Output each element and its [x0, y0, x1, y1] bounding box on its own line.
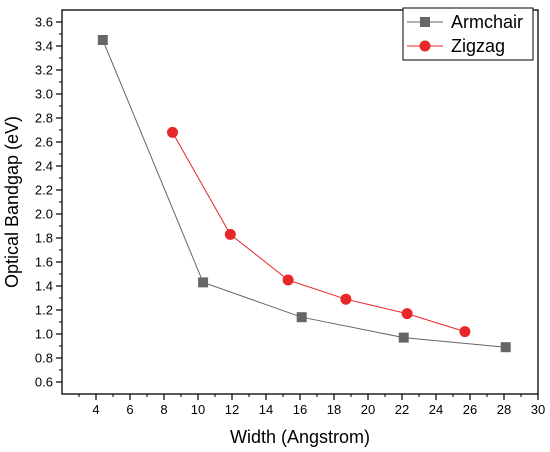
- x-tick-label: 6: [126, 402, 133, 417]
- data-point-armchair: [500, 342, 511, 353]
- y-tick-label: 1.0: [35, 327, 53, 342]
- data-point-zigzag: [340, 293, 352, 305]
- y-tick-label: 3.0: [35, 87, 53, 102]
- data-point-armchair: [398, 332, 409, 343]
- y-axis: 0.6 0.8 1.0 1.2 1.4 1.6 1.8 2.0 2.2 2.4 2.6 2.8 3.0 3…: [35, 15, 62, 390]
- x-tick-label: 22: [395, 402, 409, 417]
- legend-armchair-label: Armchair: [451, 12, 523, 32]
- y-tick-label: 3.6: [35, 15, 53, 30]
- data-point-zigzag: [401, 308, 413, 320]
- x-tick-label: 10: [191, 402, 205, 417]
- x-tick-label: 12: [225, 402, 239, 417]
- data-point-armchair: [296, 312, 307, 323]
- y-tick-label: 1.2: [35, 303, 53, 318]
- x-tick-label: 8: [160, 402, 167, 417]
- data-point-zigzag: [282, 274, 294, 286]
- y-tick-label: 2.2: [35, 183, 53, 198]
- x-tick-label: 18: [327, 402, 341, 417]
- data-point-zigzag: [167, 126, 178, 138]
- y-tick-label: 1.8: [35, 231, 53, 246]
- y-tick-label: 1.6: [35, 255, 53, 270]
- data-point-zigzag: [459, 326, 471, 338]
- series-line-zigzag: [172, 132, 466, 333]
- x-axis-title: Width (Angstrom): [230, 427, 370, 447]
- legend-zigzag-marker: [419, 40, 431, 52]
- x-tick-label: 20: [361, 402, 375, 417]
- data-point-armchair: [97, 35, 108, 45]
- y-axis-title: Optical Bandgap (eV): [2, 116, 22, 288]
- y-tick-label: 2.4: [35, 159, 53, 174]
- legend-armchair-marker: [420, 17, 430, 27]
- y-tick-label: 3.2: [35, 63, 53, 78]
- series-layer: [97, 35, 511, 353]
- y-tick-label: 3.4: [35, 39, 53, 54]
- y-tick-label: 2.0: [35, 207, 53, 222]
- y-tick-label: 0.8: [35, 351, 53, 366]
- x-tick-label: 26: [463, 402, 477, 417]
- data-point-armchair: [198, 277, 209, 288]
- x-tick-label: 30: [531, 402, 545, 417]
- x-tick-label: 24: [429, 402, 443, 417]
- x-axis: 4 6 8 10 12 14 16 18 20 22 24 26 28 30: [78, 394, 545, 417]
- legend: Armchair Zigzag: [402, 7, 534, 61]
- x-tick-label: 28: [497, 402, 511, 417]
- y-tick-label: 1.4: [35, 279, 53, 294]
- x-tick-label: 4: [92, 402, 99, 417]
- x-tick-label: 16: [293, 402, 307, 417]
- data-point-zigzag: [224, 228, 236, 240]
- x-tick-label: 14: [259, 402, 273, 417]
- y-tick-label: 0.6: [35, 375, 53, 390]
- legend-zigzag-label: Zigzag: [451, 36, 505, 56]
- series-line-armchair: [102, 39, 506, 348]
- y-tick-label: 2.6: [35, 135, 53, 150]
- y-tick-label: 2.8: [35, 111, 53, 126]
